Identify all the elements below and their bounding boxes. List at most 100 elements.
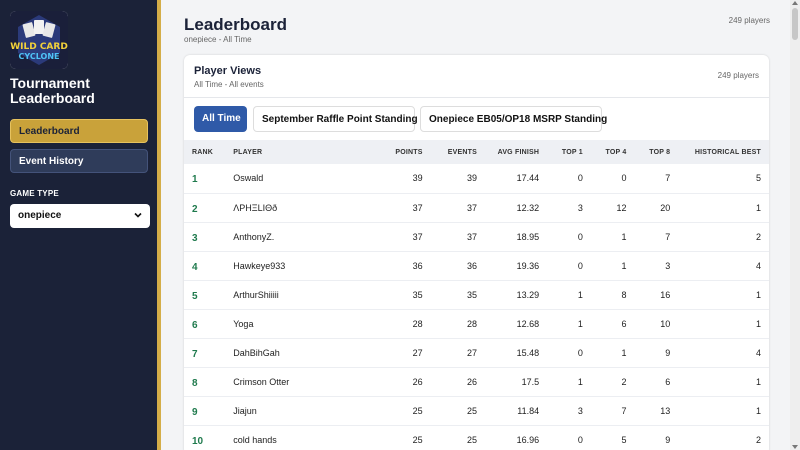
table-row[interactable]: 2 ΛPHΞLIΘð 37 37 12.32 3 12 20 1 xyxy=(184,193,769,222)
table-row[interactable]: 3 AnthonyZ. 37 37 18.95 0 1 7 2 xyxy=(184,222,769,251)
rank-cell: 5 xyxy=(192,290,198,302)
scroll-up-icon[interactable] xyxy=(792,0,798,6)
table-row[interactable]: 1 Oswald 39 39 17.44 0 0 7 5 xyxy=(184,164,769,193)
col-points[interactable]: POINTS xyxy=(395,148,423,156)
col-avg-finish[interactable]: AVG FINISH xyxy=(497,148,540,156)
stat-cell: 0 xyxy=(577,231,583,242)
col-top1[interactable]: TOP 1 xyxy=(561,148,583,156)
table-row[interactable]: 7 DahBihGah 27 27 15.48 0 1 9 4 xyxy=(184,338,769,367)
col-rank[interactable]: RANK xyxy=(192,148,214,156)
stat-cell: 17.44 xyxy=(516,173,540,184)
stat-cell: 2 xyxy=(755,231,761,242)
stat-cell: 37 xyxy=(467,231,478,242)
stat-cell: 1 xyxy=(755,318,761,329)
player-cell: Oswald xyxy=(233,173,264,184)
stat-cell: 28 xyxy=(467,318,478,329)
stat-cell: 1 xyxy=(755,405,761,416)
stat-cell: 2 xyxy=(755,434,761,445)
player-cell: Yoga xyxy=(233,318,254,329)
rank-cell: 7 xyxy=(192,348,198,360)
divider xyxy=(184,97,769,98)
scroll-down-icon[interactable] xyxy=(792,444,798,450)
table-row[interactable]: 4 Hawkeye933 36 36 19.36 0 1 3 4 xyxy=(184,251,769,280)
stat-cell: 36 xyxy=(412,260,423,271)
table-row[interactable]: 6 Yoga 28 28 12.68 1 6 10 1 xyxy=(184,309,769,338)
table-row[interactable]: 9 Jiajun 25 25 11.84 3 7 13 1 xyxy=(184,396,769,425)
stat-cell: 5 xyxy=(755,173,761,184)
wild-card-cyclone-logo[interactable]: WILD CARD CYCLONE xyxy=(10,11,68,69)
stat-cell: 7 xyxy=(621,405,627,416)
stat-cell: 4 xyxy=(755,260,761,271)
stat-cell: 8 xyxy=(621,289,627,300)
player-cell: Jiajun xyxy=(233,405,257,416)
stat-cell: 3 xyxy=(577,202,583,213)
rank-cell: 8 xyxy=(192,377,198,389)
col-events[interactable]: EVENTS xyxy=(447,148,478,156)
logo-icon: WILD CARD CYCLONE xyxy=(10,11,68,69)
page-player-count: 249 players xyxy=(728,16,770,25)
stat-cell: 17.5 xyxy=(521,376,540,387)
stat-cell: 0 xyxy=(577,347,583,358)
stat-cell: 13 xyxy=(660,405,671,416)
table-row[interactable]: 8 Crimson Otter 26 26 17.5 1 2 6 1 xyxy=(184,367,769,396)
table-row[interactable]: 5 ArthurShiiiii 35 35 13.29 1 8 16 1 xyxy=(184,280,769,309)
stat-cell: 27 xyxy=(467,347,478,358)
rank-cell: 2 xyxy=(192,203,198,215)
stat-cell: 5 xyxy=(621,434,627,445)
tab-all-time[interactable]: All Time xyxy=(194,106,247,132)
stat-cell: 1 xyxy=(755,289,761,300)
stat-cell: 0 xyxy=(577,173,583,184)
table-header-row: RANK PLAYER POINTS EVENTS AVG FINISH TOP… xyxy=(184,140,769,164)
stat-cell: 6 xyxy=(665,376,671,387)
card-subtitle: All Time - All events xyxy=(194,80,264,89)
stat-cell: 9 xyxy=(665,347,671,358)
sidebar-title: Tournament Leaderboard xyxy=(10,75,95,106)
stat-cell: 19.36 xyxy=(516,260,540,271)
player-cell: Crimson Otter xyxy=(233,376,290,387)
col-top4[interactable]: TOP 4 xyxy=(605,148,627,156)
stat-cell: 12.68 xyxy=(516,318,540,329)
stat-cell: 37 xyxy=(467,202,478,213)
stat-cell: 18.95 xyxy=(516,231,540,242)
tab-onepiece-msrp[interactable]: Onepiece EB05/OP18 MSRP Standing xyxy=(420,106,607,132)
col-top8[interactable]: TOP 8 xyxy=(649,148,671,156)
sidebar: WILD CARD CYCLONE Tournament Leaderboard… xyxy=(0,0,161,450)
game-type-select[interactable]: onepiece xyxy=(10,204,150,228)
page-subtitle: onepiece - All Time xyxy=(184,35,252,44)
stat-cell: 7 xyxy=(665,173,671,184)
stat-cell: 39 xyxy=(412,173,423,184)
stat-cell: 15.48 xyxy=(516,347,540,358)
stat-cell: 6 xyxy=(621,318,627,329)
stat-cell: 11.84 xyxy=(517,405,540,416)
stat-cell: 1 xyxy=(621,347,627,358)
stat-cell: 7 xyxy=(665,231,671,242)
card-title: Player Views xyxy=(194,65,262,77)
stat-cell: 1 xyxy=(577,376,583,387)
rank-cell: 1 xyxy=(192,174,198,186)
stat-cell: 13.29 xyxy=(516,289,540,300)
stat-cell: 26 xyxy=(467,376,478,387)
col-player[interactable]: PLAYER xyxy=(233,148,263,156)
table-row[interactable]: 10 cold hands 25 25 16.96 0 5 9 2 xyxy=(184,425,769,450)
rank-cell: 10 xyxy=(192,435,204,447)
nav-item-leaderboard[interactable]: Leaderboard xyxy=(10,119,148,143)
stat-cell: 37 xyxy=(412,231,423,242)
stat-cell: 25 xyxy=(467,434,478,445)
col-historical-best[interactable]: HISTORICAL BEST xyxy=(694,148,761,156)
stat-cell: 1 xyxy=(621,231,627,242)
page-scrollbar[interactable] xyxy=(790,0,800,450)
tab-september-raffle[interactable]: September Raffle Point Standing xyxy=(253,106,418,132)
stat-cell: 3 xyxy=(577,405,583,416)
stat-cell: 25 xyxy=(412,434,423,445)
scrollbar-thumb[interactable] xyxy=(792,8,798,40)
stat-cell: 1 xyxy=(755,202,761,213)
stat-cell: 36 xyxy=(467,260,478,271)
nav-item-event-history[interactable]: Event History xyxy=(10,149,148,173)
stat-cell: 27 xyxy=(412,347,423,358)
stat-cell: 1 xyxy=(577,289,583,300)
stat-cell: 4 xyxy=(755,347,761,358)
stat-cell: 1 xyxy=(621,260,627,271)
stat-cell: 0 xyxy=(577,434,583,445)
stat-cell: 1 xyxy=(755,376,761,387)
stat-cell: 26 xyxy=(412,376,423,387)
